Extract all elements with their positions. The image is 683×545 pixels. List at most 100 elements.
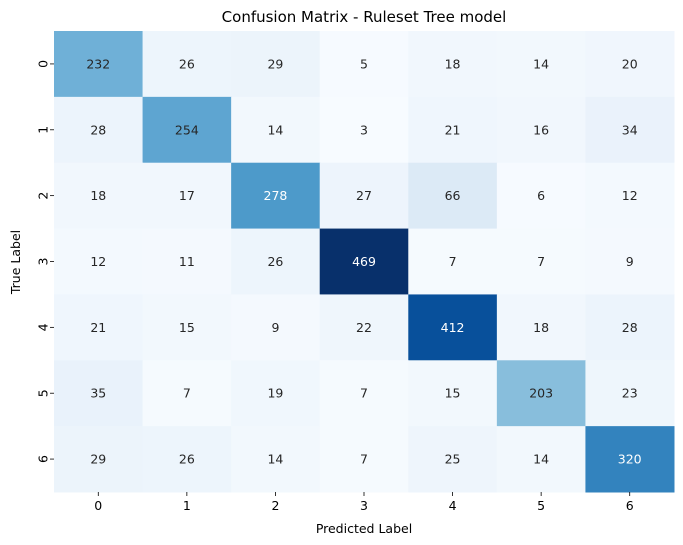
cell-value-1-1: 254 — [175, 122, 199, 137]
heatmap-cell-6-1 — [142, 426, 232, 493]
cell-value-1-5: 16 — [533, 122, 549, 137]
cell-value-0-6: 20 — [622, 56, 638, 71]
cell-value-2-4: 66 — [445, 188, 461, 203]
heatmap-cell-2-4 — [408, 162, 498, 230]
cell-value-0-4: 18 — [445, 56, 461, 71]
heatmap-cell-5-2 — [231, 360, 321, 427]
heatmap-cell-4-5 — [496, 294, 586, 361]
cell-value-5-4: 15 — [445, 386, 461, 401]
cell-value-2-1: 17 — [179, 188, 195, 203]
heatmap-cell-4-0 — [54, 294, 144, 361]
cell-value-6-6: 320 — [618, 452, 642, 467]
y-tick-label-1: 1 — [35, 126, 50, 134]
cell-value-3-6: 9 — [626, 254, 634, 269]
heatmap-cell-2-3 — [319, 162, 409, 230]
cell-value-2-0: 18 — [90, 188, 106, 203]
cell-value-5-3: 7 — [360, 386, 368, 401]
x-tick-label-4: 4 — [449, 498, 457, 513]
cell-value-5-1: 7 — [183, 386, 191, 401]
cell-value-4-2: 9 — [271, 320, 279, 335]
heatmap-cell-3-2 — [231, 228, 321, 295]
cell-value-2-2: 278 — [264, 188, 288, 203]
cell-value-3-5: 7 — [537, 254, 545, 269]
y-axis-label: True Label — [8, 230, 23, 295]
cell-value-1-0: 28 — [90, 122, 106, 137]
heatmap-cell-3-4 — [408, 228, 498, 295]
y-tick-label-4: 4 — [35, 323, 50, 331]
cell-value-0-5: 14 — [533, 56, 549, 71]
heatmap-cell-0-5 — [496, 31, 586, 98]
heatmap-cell-0-0 — [54, 31, 144, 98]
cell-value-3-2: 26 — [267, 254, 283, 269]
heatmap-cell-6-6 — [585, 426, 675, 493]
heatmap-cell-2-6 — [585, 162, 675, 230]
heatmap-cell-4-4 — [408, 294, 498, 361]
cell-value-5-6: 23 — [622, 386, 638, 401]
heatmap-cell-0-3 — [319, 31, 409, 98]
cell-value-4-6: 28 — [622, 320, 638, 335]
y-axis-ticks: 0 1 2 3 4 5 6 — [35, 60, 54, 463]
heatmap-cell-5-6 — [585, 360, 675, 427]
heatmap-cell-1-1 — [142, 96, 232, 164]
x-axis-ticks: 0 1 2 3 4 5 6 — [94, 492, 634, 513]
heatmap-cell-2-2 — [231, 162, 321, 230]
heatmap-cell-5-3 — [319, 360, 409, 427]
heatmap-cell-3-3 — [319, 228, 409, 295]
cell-value-6-3: 7 — [360, 452, 368, 467]
cell-value-5-0: 35 — [90, 386, 106, 401]
cell-value-6-4: 25 — [445, 452, 461, 467]
heatmap-cell-1-2 — [231, 96, 321, 164]
cell-value-1-6: 34 — [622, 122, 638, 137]
heatmap-cell-2-0 — [54, 162, 144, 230]
y-tick-label-3: 3 — [35, 258, 50, 266]
heatmap-cell-1-3 — [319, 96, 409, 164]
x-tick-label-2: 2 — [271, 498, 279, 513]
cell-value-6-2: 14 — [267, 452, 283, 467]
x-tick-label-1: 1 — [183, 498, 191, 513]
x-tick-label-0: 0 — [94, 498, 102, 513]
cell-value-0-1: 26 — [179, 56, 195, 71]
heatmap-cell-4-6 — [585, 294, 675, 361]
heatmap-cell-5-4 — [408, 360, 498, 427]
cell-value-2-6: 12 — [622, 188, 638, 203]
heatmap-cell-6-3 — [319, 426, 409, 493]
cell-value-3-0: 12 — [90, 254, 106, 269]
heatmap-cell-3-5 — [496, 228, 586, 295]
heatmap-cell-0-6 — [585, 31, 675, 98]
heatmap-cell-6-4 — [408, 426, 498, 493]
heatmap-cell-6-0 — [54, 426, 144, 493]
heatmap-cell-3-1 — [142, 228, 232, 295]
x-tick-label-6: 6 — [626, 498, 634, 513]
cell-value-1-4: 21 — [445, 122, 461, 137]
cell-value-2-5: 6 — [537, 188, 545, 203]
heatmap-cell-4-3 — [319, 294, 409, 361]
heatmap-cell-1-0 — [54, 96, 144, 164]
cell-value-6-0: 29 — [90, 452, 106, 467]
heatmap-cell-0-2 — [231, 31, 321, 98]
heatmap-cell-5-1 — [142, 360, 232, 427]
cell-value-4-5: 18 — [533, 320, 549, 335]
heatmap-cell-1-4 — [408, 96, 498, 164]
heatmap-cell-1-6 — [585, 96, 675, 164]
heatmap-cell-0-1 — [142, 31, 232, 98]
cell-value-0-3: 5 — [360, 56, 368, 71]
x-tick-label-3: 3 — [360, 498, 368, 513]
cell-value-3-3: 469 — [352, 254, 376, 269]
cell-value-2-3: 27 — [356, 188, 372, 203]
cell-value-0-0: 232 — [86, 56, 110, 71]
cell-value-3-4: 7 — [449, 254, 457, 269]
heatmap-cell-3-6 — [585, 228, 675, 295]
y-tick-label-2: 2 — [35, 192, 50, 200]
x-tick-label-5: 5 — [537, 498, 545, 513]
heatmap-cell-2-5 — [496, 162, 586, 230]
cell-value-4-3: 22 — [356, 320, 372, 335]
heatmap-cell-6-2 — [231, 426, 321, 493]
y-tick-label-5: 5 — [35, 389, 50, 397]
y-tick-label-6: 6 — [35, 455, 50, 463]
heatmap-cell-4-2 — [231, 294, 321, 361]
heatmap-cell-2-1 — [142, 162, 232, 230]
cell-value-0-2: 29 — [267, 56, 283, 71]
heatmap-cell-6-5 — [496, 426, 586, 493]
